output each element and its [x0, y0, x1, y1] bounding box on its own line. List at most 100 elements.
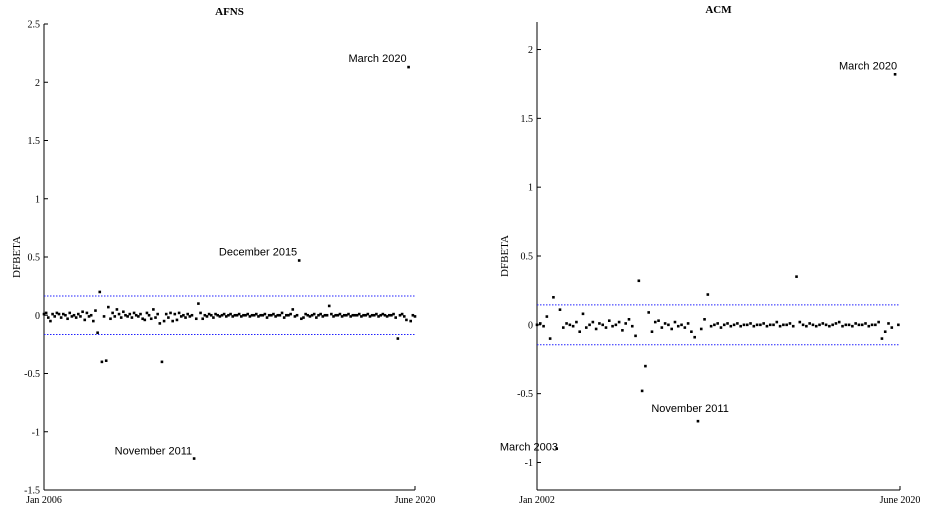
y-tick-label: -1.5 [24, 486, 40, 497]
data-point [270, 313, 273, 317]
data-point [601, 323, 605, 327]
data-point [594, 327, 598, 331]
data-point [591, 320, 595, 324]
data-point [182, 313, 185, 317]
data-point [390, 313, 393, 317]
data-point [897, 323, 900, 327]
x-tick-label: Jan 2002 [519, 495, 555, 506]
data-point [330, 312, 333, 316]
data-point [716, 322, 719, 325]
data-point [870, 323, 874, 327]
data-point [239, 315, 243, 318]
data-point [653, 320, 657, 324]
data-point [657, 319, 660, 322]
data-point [366, 312, 370, 316]
data-point [617, 320, 621, 324]
x-tick-label: Jan 2006 [26, 495, 62, 506]
data-point [119, 316, 123, 319]
data-point [261, 313, 265, 317]
data-point [890, 326, 894, 329]
data-point [315, 316, 318, 319]
data-point [351, 313, 355, 317]
data-point [233, 313, 237, 317]
data-point [887, 322, 890, 325]
data-point [139, 312, 142, 316]
data-point [693, 335, 696, 339]
data-point [325, 313, 329, 317]
data-point [867, 324, 871, 328]
data-point [130, 316, 134, 319]
data-point [81, 310, 84, 314]
data-point [282, 316, 286, 319]
chart-title: AFNS [215, 6, 244, 18]
data-point [814, 324, 818, 328]
data-point [611, 324, 614, 328]
data-point [263, 312, 267, 316]
data-point [295, 313, 299, 317]
data-point [745, 323, 749, 327]
data-point [117, 312, 121, 316]
data-point [775, 320, 779, 324]
data-point [729, 324, 733, 328]
data-point [880, 337, 884, 340]
data-point [87, 315, 91, 318]
data-point [141, 317, 144, 321]
y-tick-label: 0.5 [521, 252, 534, 263]
data-point [312, 312, 316, 316]
data-point [246, 312, 250, 316]
data-point [252, 313, 256, 317]
data-point [379, 313, 382, 317]
y-tick-label: -1 [525, 458, 533, 469]
data-point [778, 324, 782, 328]
data-point [644, 364, 647, 368]
point-annotation: November 2011 [651, 403, 728, 415]
data-point [581, 312, 585, 316]
data-point [64, 313, 67, 317]
data-point [111, 311, 114, 315]
data-point [147, 313, 151, 317]
data-point [77, 312, 80, 316]
data-point [345, 313, 348, 317]
y-tick-label: 1 [35, 194, 40, 205]
data-point [267, 313, 271, 317]
data-point [568, 323, 572, 327]
data-point [387, 313, 391, 317]
data-point [179, 315, 183, 318]
data-point [686, 322, 690, 325]
data-point [186, 312, 189, 316]
data-point [837, 320, 841, 324]
data-point [690, 330, 693, 334]
data-point [575, 320, 578, 324]
data-point [220, 313, 224, 317]
data-point [538, 322, 542, 325]
data-point [402, 315, 406, 318]
data-point [368, 315, 372, 318]
data-point [785, 323, 788, 327]
data-point [323, 313, 327, 317]
data-point [319, 312, 322, 316]
data-point [696, 419, 700, 423]
data-point [732, 323, 736, 327]
data-point [377, 315, 380, 318]
point-annotation: November 2011 [115, 446, 192, 458]
y-tick-label: -0.5 [517, 389, 533, 400]
data-point [828, 324, 831, 328]
data-point [808, 322, 811, 325]
data-point [762, 322, 765, 325]
data-point [713, 323, 716, 327]
data-point [216, 313, 220, 317]
y-tick-label: -1 [32, 427, 40, 438]
data-point [342, 313, 346, 317]
point-annotation: March 2020 [348, 53, 406, 65]
data-point [300, 317, 303, 321]
data-point [555, 447, 559, 451]
data-point [857, 323, 861, 327]
data-point [162, 319, 166, 323]
data-point [588, 323, 591, 327]
data-point [650, 330, 654, 334]
data-point [370, 313, 374, 317]
data-point [883, 330, 887, 334]
data-point [137, 315, 140, 318]
data-point [57, 312, 61, 316]
